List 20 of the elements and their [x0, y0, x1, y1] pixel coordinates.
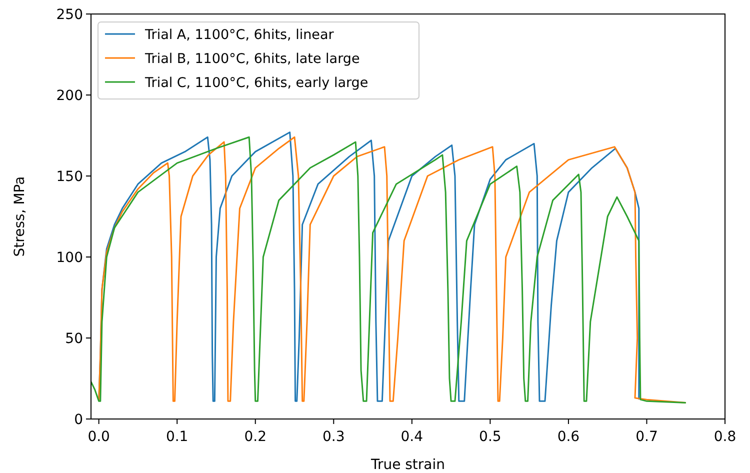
y-tick-label: 100	[56, 250, 83, 266]
y-tick-label: 250	[56, 7, 83, 23]
y-tick-label: 150	[56, 169, 83, 185]
x-tick-label: 0.5	[479, 429, 502, 445]
y-axis-title: Stress, MPa	[12, 176, 28, 257]
legend-label: Trial C, 1100°C, 6hits, early large	[144, 75, 368, 91]
y-tick-label: 0	[74, 412, 83, 428]
x-tick-label: 0.7	[636, 429, 658, 445]
x-tick-label: 0.2	[244, 429, 267, 445]
x-tick-label: 0.4	[400, 429, 424, 445]
x-tick-label: 0.6	[557, 429, 580, 445]
legend-label: Trial B, 1100°C, 6hits, late large	[144, 51, 360, 67]
y-tick-label: 200	[56, 88, 83, 104]
x-axis-title: True strain	[370, 457, 446, 473]
y-tick-label: 50	[65, 331, 83, 347]
x-tick-label: 0.0	[88, 429, 110, 445]
x-tick-label: 0.3	[322, 429, 345, 445]
x-tick-label: 0.8	[714, 429, 736, 445]
x-tick-label: 0.1	[166, 429, 188, 445]
legend-label: Trial A, 1100°C, 6hits, linear	[144, 27, 334, 43]
